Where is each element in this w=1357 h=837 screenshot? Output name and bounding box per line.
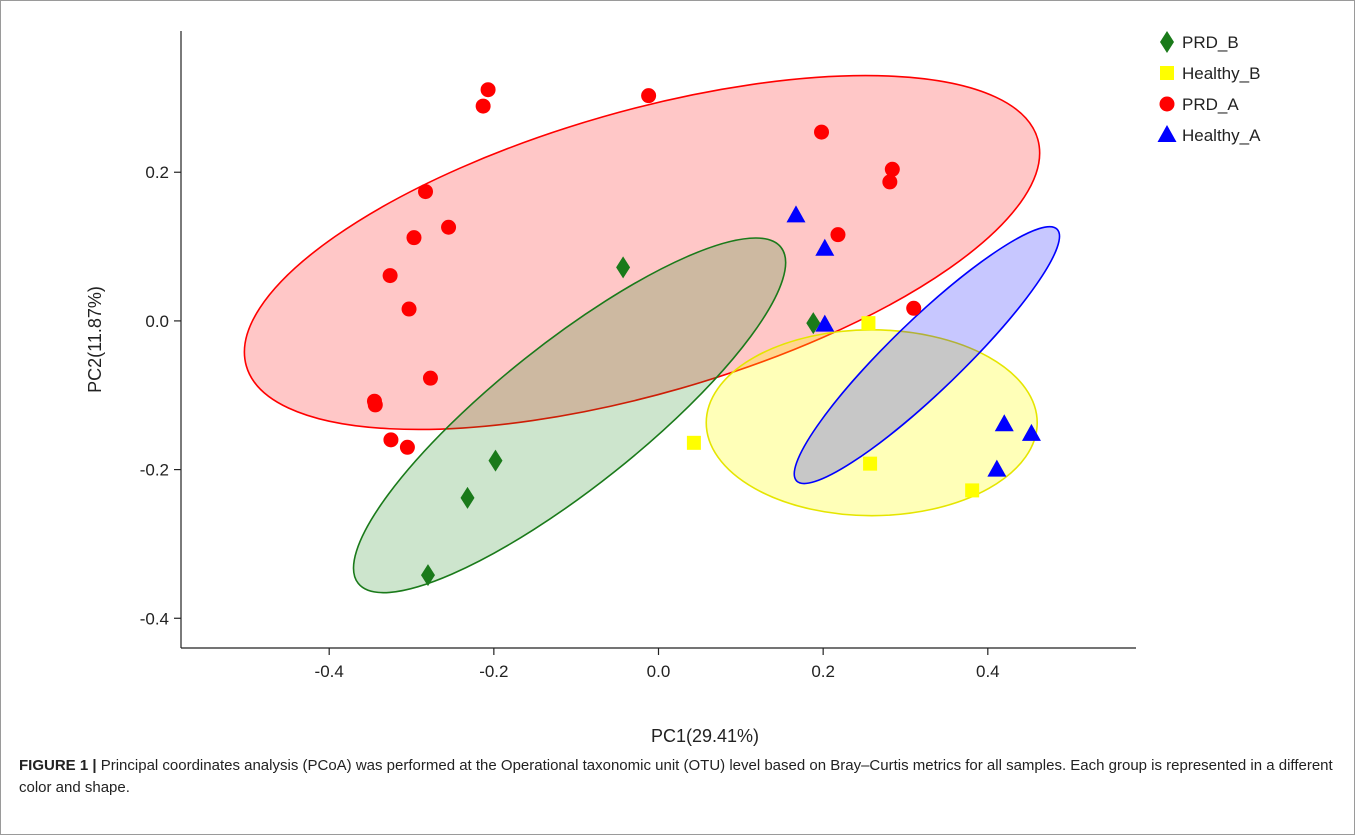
legend-marker-prd-a (1159, 96, 1175, 112)
healthy-b-point (686, 435, 701, 450)
prd-a-point (480, 82, 496, 98)
prd-a-point (418, 184, 434, 200)
x-tick-label: 0.4 (976, 662, 1000, 681)
legend-marker-prd-b (1160, 31, 1174, 53)
prd-b-point (488, 449, 503, 472)
prd-a-point (641, 88, 657, 104)
x-ticks: -0.4 -0.2 0.0 0.2 0.4 (315, 648, 1000, 681)
prd-a-point (406, 230, 422, 246)
prd-a-point (367, 397, 383, 413)
healthy-b-point (863, 456, 878, 471)
caption-lead: FIGURE 1 | (19, 757, 97, 774)
x-tick-label: -0.4 (315, 662, 344, 681)
legend-label-healthy-a: Healthy_A (1182, 126, 1261, 145)
prd-b-point (460, 486, 475, 509)
y-tick-label: 0.2 (145, 163, 169, 182)
prd-a-point (830, 227, 846, 243)
ellipse-prd-a (243, 74, 1041, 431)
x-tick-label: -0.2 (479, 662, 508, 681)
healthy-a-point (786, 205, 806, 223)
y-ticks: -0.4 -0.2 0.0 0.2 (140, 163, 181, 628)
prd-b-point (420, 564, 435, 587)
y-tick-label: 0.0 (145, 312, 169, 331)
healthy-a-point (994, 414, 1014, 432)
legend-label-prd-a: PRD_A (1182, 95, 1239, 114)
x-tick-label: 0.2 (811, 662, 835, 681)
prd-b-point (616, 256, 631, 279)
confidence-ellipses (243, 74, 1061, 594)
healthy-a-point (815, 314, 835, 332)
prd-a-point (401, 301, 417, 317)
prd-a-point (882, 174, 898, 190)
figure-caption: FIGURE 1 | Principal coordinates analysi… (19, 755, 1339, 799)
prd-b-point (806, 312, 821, 335)
data-points (366, 82, 1041, 587)
pcoa-scatter-plot: -0.4 -0.2 0.0 0.2 0.4 -0.4 -0.2 0.0 0.2 PC1(29.… (85, 31, 1261, 746)
healthy-a-point (1021, 423, 1041, 441)
prd-a-point (383, 432, 399, 448)
prd-a-point (422, 370, 438, 386)
healthy-a-point (815, 238, 835, 256)
legend-label-prd-b: PRD_B (1182, 33, 1239, 52)
x-axis-title: PC1(29.41%) (651, 726, 759, 746)
y-tick-label: -0.4 (140, 609, 169, 628)
prd-a-point (399, 439, 415, 455)
healthy-b-point (861, 316, 876, 331)
x-tick-label: 0.0 (647, 662, 671, 681)
y-axis-title: PC2(11.87%) (85, 286, 105, 393)
legend: PRD_B Healthy_B PRD_A Healthy_A (1157, 31, 1261, 145)
prd-a-point (382, 268, 398, 284)
prd-a-point (814, 124, 830, 140)
prd-a-point (441, 219, 457, 235)
healthy-b-point (965, 483, 980, 498)
caption-text: Principal coordinates analysis (PCoA) wa… (19, 757, 1333, 796)
legend-marker-healthy-b (1160, 66, 1174, 80)
prd-a-point (884, 161, 900, 177)
legend-marker-healthy-a (1157, 125, 1177, 142)
prd-a-point (475, 98, 491, 114)
ellipse-prd-b (352, 237, 787, 594)
ellipse-healthy-a (793, 225, 1061, 485)
prd-a-point (906, 300, 922, 316)
healthy-a-point (987, 459, 1007, 477)
y-tick-label: -0.2 (140, 461, 169, 480)
legend-label-healthy-b: Healthy_B (1182, 64, 1260, 83)
